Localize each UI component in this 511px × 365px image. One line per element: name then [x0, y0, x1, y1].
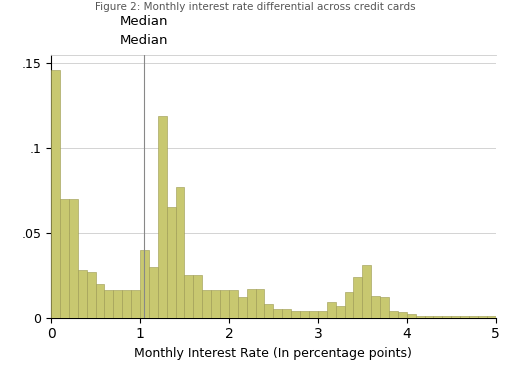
- Bar: [140, 250, 149, 318]
- Bar: [104, 291, 113, 318]
- Bar: [87, 272, 96, 318]
- Bar: [380, 297, 389, 318]
- Bar: [78, 270, 87, 318]
- Bar: [451, 316, 460, 318]
- Text: Median: Median: [120, 34, 168, 47]
- Bar: [96, 284, 104, 318]
- Bar: [425, 316, 433, 318]
- Bar: [371, 296, 380, 318]
- Bar: [389, 311, 398, 318]
- Bar: [309, 311, 318, 318]
- Bar: [256, 289, 265, 318]
- Bar: [487, 316, 496, 318]
- Bar: [318, 311, 327, 318]
- Bar: [51, 70, 60, 318]
- Bar: [247, 289, 256, 318]
- Bar: [265, 304, 273, 318]
- Bar: [407, 314, 415, 318]
- Bar: [362, 265, 371, 318]
- Bar: [184, 275, 193, 318]
- Bar: [300, 311, 309, 318]
- Bar: [220, 291, 229, 318]
- Bar: [176, 187, 184, 318]
- Bar: [398, 312, 407, 318]
- Bar: [113, 291, 122, 318]
- Bar: [149, 267, 158, 318]
- Bar: [238, 297, 247, 318]
- X-axis label: Monthly Interest Rate (In percentage points): Monthly Interest Rate (In percentage poi…: [134, 347, 412, 360]
- Bar: [443, 316, 451, 318]
- Bar: [460, 316, 469, 318]
- Text: Figure 2: Monthly interest rate differential across credit cards: Figure 2: Monthly interest rate differen…: [95, 2, 416, 12]
- Bar: [211, 291, 220, 318]
- Bar: [327, 302, 336, 318]
- Bar: [122, 291, 131, 318]
- Bar: [291, 311, 300, 318]
- Bar: [193, 275, 202, 318]
- Bar: [273, 309, 282, 318]
- Bar: [131, 291, 140, 318]
- Text: Median: Median: [120, 15, 168, 28]
- Bar: [354, 277, 362, 318]
- Bar: [415, 316, 425, 318]
- Bar: [60, 199, 69, 318]
- Bar: [202, 291, 211, 318]
- Bar: [469, 316, 478, 318]
- Bar: [433, 316, 443, 318]
- Bar: [158, 116, 167, 318]
- Bar: [344, 292, 354, 318]
- Bar: [229, 291, 238, 318]
- Bar: [336, 306, 344, 318]
- Bar: [282, 309, 291, 318]
- Bar: [69, 199, 78, 318]
- Bar: [167, 207, 176, 318]
- Bar: [478, 316, 487, 318]
